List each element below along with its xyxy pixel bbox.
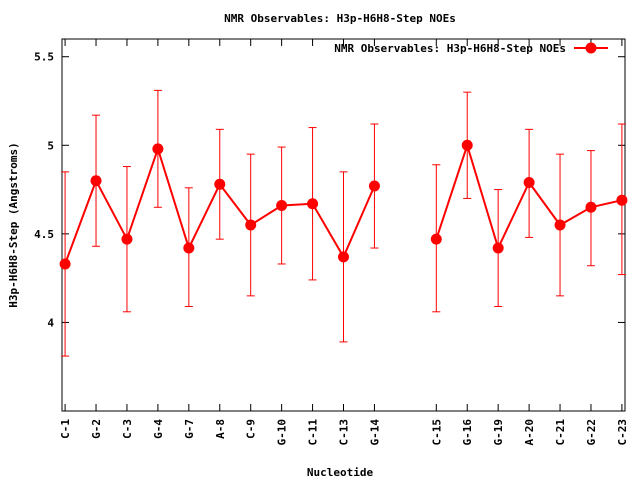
y-tick-label: 5.5	[34, 51, 54, 64]
x-tick-label: G-16	[461, 419, 474, 446]
data-point	[245, 219, 257, 231]
x-tick-label: G-14	[368, 419, 381, 446]
data-point	[276, 200, 288, 212]
data-point	[585, 201, 597, 213]
x-tick-label: C-1	[59, 419, 72, 439]
y-axis: 4 4.5 5 5.5	[34, 51, 625, 329]
data-point	[461, 139, 473, 151]
x-tick-label: G-2	[90, 419, 103, 439]
x-tick-label: G-4	[152, 419, 165, 439]
data-point	[368, 180, 380, 192]
error-bars	[61, 89, 626, 357]
data-point	[616, 194, 628, 206]
data-point	[307, 198, 319, 210]
data-point	[90, 175, 102, 187]
x-tick-label: C-11	[307, 419, 320, 446]
data-point	[554, 219, 566, 231]
data-point	[121, 233, 133, 245]
chart-title: NMR Observables: H3p-H6H8-Step NOEs	[224, 12, 456, 25]
x-axis: C-1 G-2 C-3 G-4 G-7 A-8 C-9 G-10 C-11 C-13 G-14 C-1…	[59, 39, 629, 446]
x-tick-label: G-19	[492, 419, 505, 446]
y-tick-label: 5	[47, 139, 54, 152]
x-tick-label: C-13	[338, 419, 351, 446]
series-points	[59, 139, 628, 270]
x-tick-label: A-8	[214, 419, 227, 439]
data-point	[183, 242, 195, 254]
x-axis-label: Nucleotide	[307, 466, 374, 479]
data-point	[492, 242, 504, 254]
x-tick-label: C-23	[616, 419, 629, 446]
x-tick-label: G-7	[183, 419, 196, 439]
x-tick-label: G-22	[585, 419, 598, 446]
x-tick-label: C-21	[554, 419, 567, 446]
data-point	[152, 143, 164, 155]
legend-marker	[585, 42, 597, 54]
data-point	[214, 178, 226, 190]
y-tick-label: 4	[47, 316, 54, 329]
data-point	[523, 176, 535, 188]
data-point	[430, 233, 442, 245]
x-tick-label: C-3	[121, 419, 134, 439]
y-axis-label: H3p-H6H8-Step (Angstroms)	[7, 142, 20, 308]
x-tick-label: A-20	[523, 419, 536, 446]
x-tick-label: G-10	[276, 419, 289, 446]
y-tick-label: 4.5	[34, 228, 54, 241]
x-tick-label: C-9	[245, 419, 258, 439]
data-point	[59, 258, 71, 270]
legend: NMR Observables: H3p-H6H8-Step NOEs	[334, 42, 608, 55]
data-point	[338, 251, 349, 263]
legend-label: NMR Observables: H3p-H6H8-Step NOEs	[334, 42, 566, 55]
x-tick-label: C-15	[430, 419, 443, 446]
